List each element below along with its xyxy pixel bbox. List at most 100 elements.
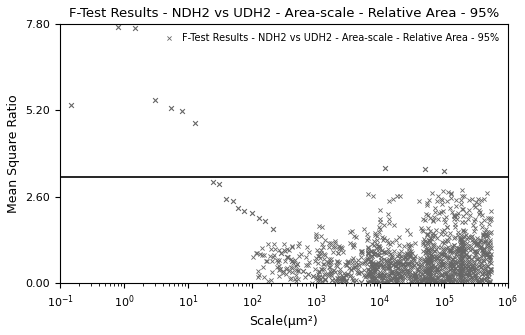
F-Test Results - NDH2 vs UDH2 - Area-scale - Relative Area - 95%	[452, 251, 460, 257]
F-Test Results - NDH2 vs UDH2 - Area-scale - Relative Area - 95%	[368, 276, 376, 281]
F-Test Results - NDH2 vs UDH2 - Area-scale - Relative Area - 95%	[381, 250, 389, 255]
F-Test Results - NDH2 vs UDH2 - Area-scale - Relative Area - 95%	[450, 212, 458, 218]
F-Test Results - NDH2 vs UDH2 - Area-scale - Relative Area - 95%	[401, 267, 410, 272]
F-Test Results - NDH2 vs UDH2 - Area-scale - Relative Area - 95%	[438, 252, 447, 257]
F-Test Results - NDH2 vs UDH2 - Area-scale - Relative Area - 95%	[421, 242, 429, 248]
F-Test Results - NDH2 vs UDH2 - Area-scale - Relative Area - 95%	[429, 270, 438, 275]
F-Test Results - NDH2 vs UDH2 - Area-scale - Relative Area - 95%	[458, 263, 467, 268]
F-Test Results - NDH2 vs UDH2 - Area-scale - Relative Area - 95%	[486, 255, 495, 261]
F-Test Results - NDH2 vs UDH2 - Area-scale - Relative Area - 95%	[294, 276, 302, 282]
F-Test Results - NDH2 vs UDH2 - Area-scale - Relative Area - 95%	[479, 247, 488, 253]
F-Test Results - NDH2 vs UDH2 - Area-scale - Relative Area - 95%	[407, 259, 415, 264]
F-Test Results - NDH2 vs UDH2 - Area-scale - Relative Area - 95%	[450, 242, 458, 247]
F-Test Results - NDH2 vs UDH2 - Area-scale - Relative Area - 95%	[454, 258, 462, 263]
F-Test Results - NDH2 vs UDH2 - Area-scale - Relative Area - 95%	[412, 275, 420, 280]
F-Test Results - NDH2 vs UDH2 - Area-scale - Relative Area - 95%	[464, 269, 472, 275]
F-Test Results - NDH2 vs UDH2 - Area-scale - Relative Area - 95%	[321, 252, 329, 257]
F-Test Results - NDH2 vs UDH2 - Area-scale - Relative Area - 95%	[458, 256, 467, 261]
F-Test Results - NDH2 vs UDH2 - Area-scale - Relative Area - 95%	[367, 271, 375, 276]
F-Test Results - NDH2 vs UDH2 - Area-scale - Relative Area - 95%	[254, 268, 262, 273]
F-Test Results - NDH2 vs UDH2 - Area-scale - Relative Area - 95%	[442, 261, 450, 266]
F-Test Results - NDH2 vs UDH2 - Area-scale - Relative Area - 95%	[342, 263, 351, 268]
F-Test Results - NDH2 vs UDH2 - Area-scale - Relative Area - 95%	[484, 240, 492, 246]
F-Test Results - NDH2 vs UDH2 - Area-scale - Relative Area - 95%	[468, 276, 476, 281]
F-Test Results - NDH2 vs UDH2 - Area-scale - Relative Area - 95%	[259, 265, 267, 270]
F-Test Results - NDH2 vs UDH2 - Area-scale - Relative Area - 95%	[423, 258, 432, 263]
F-Test Results - NDH2 vs UDH2 - Area-scale - Relative Area - 95%	[417, 267, 425, 272]
F-Test Results - NDH2 vs UDH2 - Area-scale - Relative Area - 95%	[486, 240, 494, 245]
F-Test Results - NDH2 vs UDH2 - Area-scale - Relative Area - 95%	[364, 246, 372, 251]
F-Test Results - NDH2 vs UDH2 - Area-scale - Relative Area - 95%	[456, 274, 464, 279]
F-Test Results - NDH2 vs UDH2 - Area-scale - Relative Area - 95%	[448, 267, 457, 272]
F-Test Results - NDH2 vs UDH2 - Area-scale - Relative Area - 95%	[394, 261, 402, 266]
Point	[150, 97, 159, 103]
F-Test Results - NDH2 vs UDH2 - Area-scale - Relative Area - 95%	[270, 241, 278, 247]
F-Test Results - NDH2 vs UDH2 - Area-scale - Relative Area - 95%	[448, 271, 456, 276]
F-Test Results - NDH2 vs UDH2 - Area-scale - Relative Area - 95%	[447, 191, 455, 197]
F-Test Results - NDH2 vs UDH2 - Area-scale - Relative Area - 95%	[345, 266, 353, 271]
F-Test Results - NDH2 vs UDH2 - Area-scale - Relative Area - 95%	[433, 265, 442, 270]
F-Test Results - NDH2 vs UDH2 - Area-scale - Relative Area - 95%	[440, 278, 448, 284]
F-Test Results - NDH2 vs UDH2 - Area-scale - Relative Area - 95%	[398, 273, 406, 279]
F-Test Results - NDH2 vs UDH2 - Area-scale - Relative Area - 95%	[258, 253, 266, 258]
F-Test Results - NDH2 vs UDH2 - Area-scale - Relative Area - 95%	[361, 257, 370, 263]
F-Test Results - NDH2 vs UDH2 - Area-scale - Relative Area - 95%	[276, 266, 284, 272]
Point	[421, 167, 429, 172]
F-Test Results - NDH2 vs UDH2 - Area-scale - Relative Area - 95%	[392, 263, 400, 268]
F-Test Results - NDH2 vs UDH2 - Area-scale - Relative Area - 95%	[365, 273, 373, 278]
F-Test Results - NDH2 vs UDH2 - Area-scale - Relative Area - 95%	[339, 274, 348, 279]
F-Test Results - NDH2 vs UDH2 - Area-scale - Relative Area - 95%	[435, 210, 443, 216]
F-Test Results - NDH2 vs UDH2 - Area-scale - Relative Area - 95%	[464, 243, 473, 249]
F-Test Results - NDH2 vs UDH2 - Area-scale - Relative Area - 95%	[333, 275, 341, 281]
F-Test Results - NDH2 vs UDH2 - Area-scale - Relative Area - 95%	[482, 250, 491, 256]
F-Test Results - NDH2 vs UDH2 - Area-scale - Relative Area - 95%	[465, 269, 473, 275]
F-Test Results - NDH2 vs UDH2 - Area-scale - Relative Area - 95%	[477, 197, 485, 203]
F-Test Results - NDH2 vs UDH2 - Area-scale - Relative Area - 95%	[325, 244, 333, 250]
F-Test Results - NDH2 vs UDH2 - Area-scale - Relative Area - 95%	[363, 251, 372, 256]
F-Test Results - NDH2 vs UDH2 - Area-scale - Relative Area - 95%	[335, 246, 343, 251]
F-Test Results - NDH2 vs UDH2 - Area-scale - Relative Area - 95%	[467, 256, 475, 261]
F-Test Results - NDH2 vs UDH2 - Area-scale - Relative Area - 95%	[448, 261, 456, 267]
F-Test Results - NDH2 vs UDH2 - Area-scale - Relative Area - 95%	[412, 274, 421, 279]
F-Test Results - NDH2 vs UDH2 - Area-scale - Relative Area - 95%	[291, 272, 300, 278]
F-Test Results - NDH2 vs UDH2 - Area-scale - Relative Area - 95%	[439, 247, 448, 252]
Point	[191, 120, 200, 126]
F-Test Results - NDH2 vs UDH2 - Area-scale - Relative Area - 95%	[410, 273, 418, 278]
F-Test Results - NDH2 vs UDH2 - Area-scale - Relative Area - 95%	[291, 258, 299, 263]
F-Test Results - NDH2 vs UDH2 - Area-scale - Relative Area - 95%	[455, 261, 464, 267]
F-Test Results - NDH2 vs UDH2 - Area-scale - Relative Area - 95%	[375, 271, 384, 276]
F-Test Results - NDH2 vs UDH2 - Area-scale - Relative Area - 95%	[388, 276, 396, 281]
F-Test Results - NDH2 vs UDH2 - Area-scale - Relative Area - 95%	[479, 270, 488, 276]
F-Test Results - NDH2 vs UDH2 - Area-scale - Relative Area - 95%	[468, 234, 476, 239]
F-Test Results - NDH2 vs UDH2 - Area-scale - Relative Area - 95%	[445, 253, 454, 259]
F-Test Results - NDH2 vs UDH2 - Area-scale - Relative Area - 95%	[430, 279, 438, 284]
F-Test Results - NDH2 vs UDH2 - Area-scale - Relative Area - 95%	[403, 256, 411, 262]
F-Test Results - NDH2 vs UDH2 - Area-scale - Relative Area - 95%	[313, 276, 321, 281]
F-Test Results - NDH2 vs UDH2 - Area-scale - Relative Area - 95%	[485, 249, 494, 254]
F-Test Results - NDH2 vs UDH2 - Area-scale - Relative Area - 95%	[432, 277, 440, 282]
F-Test Results - NDH2 vs UDH2 - Area-scale - Relative Area - 95%	[418, 241, 427, 247]
F-Test Results - NDH2 vs UDH2 - Area-scale - Relative Area - 95%	[449, 268, 457, 273]
F-Test Results - NDH2 vs UDH2 - Area-scale - Relative Area - 95%	[458, 240, 466, 245]
F-Test Results - NDH2 vs UDH2 - Area-scale - Relative Area - 95%	[335, 266, 344, 271]
F-Test Results - NDH2 vs UDH2 - Area-scale - Relative Area - 95%	[450, 270, 459, 275]
F-Test Results - NDH2 vs UDH2 - Area-scale - Relative Area - 95%	[477, 238, 485, 243]
F-Test Results - NDH2 vs UDH2 - Area-scale - Relative Area - 95%	[282, 267, 290, 272]
F-Test Results - NDH2 vs UDH2 - Area-scale - Relative Area - 95%	[385, 220, 394, 226]
F-Test Results - NDH2 vs UDH2 - Area-scale - Relative Area - 95%	[337, 278, 345, 283]
F-Test Results - NDH2 vs UDH2 - Area-scale - Relative Area - 95%	[421, 269, 429, 275]
F-Test Results - NDH2 vs UDH2 - Area-scale - Relative Area - 95%	[440, 231, 449, 237]
F-Test Results - NDH2 vs UDH2 - Area-scale - Relative Area - 95%	[484, 251, 492, 257]
Point	[222, 197, 230, 202]
F-Test Results - NDH2 vs UDH2 - Area-scale - Relative Area - 95%	[445, 256, 453, 261]
F-Test Results - NDH2 vs UDH2 - Area-scale - Relative Area - 95%	[395, 194, 404, 199]
F-Test Results - NDH2 vs UDH2 - Area-scale - Relative Area - 95%	[463, 277, 471, 282]
F-Test Results - NDH2 vs UDH2 - Area-scale - Relative Area - 95%	[406, 269, 414, 274]
F-Test Results - NDH2 vs UDH2 - Area-scale - Relative Area - 95%	[425, 268, 434, 274]
F-Test Results - NDH2 vs UDH2 - Area-scale - Relative Area - 95%	[390, 273, 398, 278]
F-Test Results - NDH2 vs UDH2 - Area-scale - Relative Area - 95%	[286, 276, 294, 281]
F-Test Results - NDH2 vs UDH2 - Area-scale - Relative Area - 95%	[425, 259, 434, 264]
F-Test Results - NDH2 vs UDH2 - Area-scale - Relative Area - 95%	[470, 240, 479, 245]
F-Test Results - NDH2 vs UDH2 - Area-scale - Relative Area - 95%	[472, 241, 481, 246]
F-Test Results - NDH2 vs UDH2 - Area-scale - Relative Area - 95%	[487, 270, 495, 275]
